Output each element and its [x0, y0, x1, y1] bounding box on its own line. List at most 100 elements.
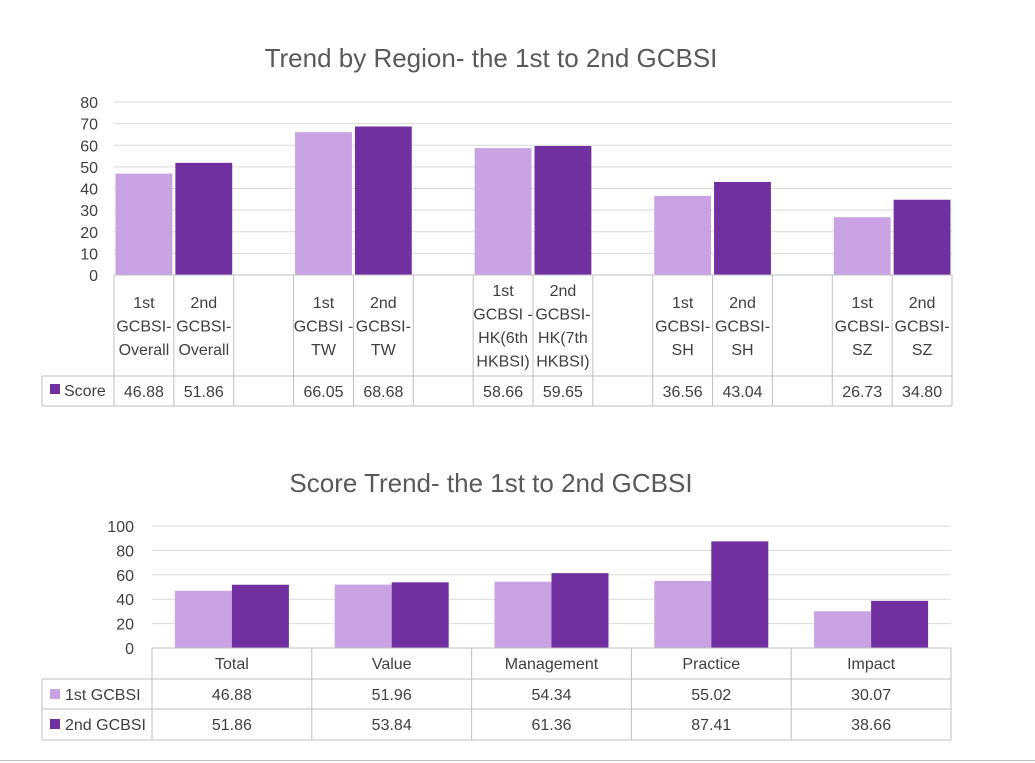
bar: [231, 584, 289, 648]
legend-label-series-1: 1st GCBSI: [65, 687, 141, 704]
y-tick-label: 70: [80, 117, 98, 134]
chart-title: Score Trend- the 1st to 2nd GCBSI: [289, 468, 692, 498]
legend-swatch-series-1: [50, 689, 60, 699]
y-tick-label: 20: [116, 617, 134, 634]
bar: [295, 132, 352, 275]
y-tick-label: 80: [80, 95, 98, 112]
legend-label-series-2: 2nd GCBSI: [65, 717, 146, 734]
category-label: 1st: [672, 295, 694, 312]
category-label: HKBSI): [476, 354, 529, 371]
y-tick-label: 40: [116, 592, 134, 609]
score-trend-chart: Score Trend- the 1st to 2nd GCBSI 0 20 40 60…: [41, 468, 952, 741]
data-label: 68.68: [363, 384, 403, 401]
y-tick-label: 80: [116, 543, 134, 560]
category-label: GCBSI-: [655, 319, 710, 336]
category-label: SZ: [852, 342, 873, 359]
category-label: Practice: [682, 656, 740, 673]
y-tick-label: 10: [80, 246, 98, 263]
category-label: Overall: [119, 342, 170, 359]
category-label: GCBSI-: [895, 319, 950, 336]
data-label: 43.04: [722, 384, 762, 401]
y-tick-label: 60: [80, 138, 98, 155]
bar: [833, 217, 891, 275]
category-label: GCBSI-: [116, 319, 171, 336]
category-label: 1st: [492, 283, 514, 300]
category-label: 2nd: [729, 295, 756, 312]
data-label: 34.80: [902, 384, 942, 401]
legend-swatch-series-2: [50, 719, 60, 729]
data-label: 46.88: [212, 687, 252, 704]
category-label: GCBSI-: [176, 319, 231, 336]
bar: [494, 581, 552, 648]
y-tick-label: 30: [80, 203, 98, 220]
category-label: SH: [731, 342, 753, 359]
category-label: 2nd: [550, 283, 577, 300]
data-label: 26.73: [842, 384, 882, 401]
data-label: 59.65: [543, 384, 583, 401]
legend-swatch-score: [50, 384, 60, 394]
y-tick-label: 100: [107, 519, 134, 536]
y-tick-label: 40: [80, 182, 98, 199]
bar: [814, 611, 872, 648]
category-label: GCBSI-: [535, 307, 590, 324]
category-label: GCBSI -: [473, 307, 533, 324]
category-label: SZ: [912, 342, 933, 359]
data-label: 61.36: [531, 717, 571, 734]
data-label: 51.86: [212, 717, 252, 734]
y-tick-label: 0: [89, 268, 98, 285]
category-label: GCBSI -: [294, 319, 354, 336]
data-label: 54.34: [531, 687, 571, 704]
category-label: 2nd: [190, 295, 217, 312]
bar: [551, 573, 609, 648]
y-tick-label: 0: [125, 641, 134, 658]
legend-label-score: Score: [64, 383, 106, 400]
category-label: TW: [371, 342, 397, 359]
data-label: 58.66: [483, 384, 523, 401]
data-label: 36.56: [663, 384, 703, 401]
category-label: GCBSI-: [715, 319, 770, 336]
data-label: 46.88: [124, 384, 164, 401]
page-bottom-rule: [0, 760, 1035, 761]
bar: [534, 146, 592, 275]
category-label: HK(7th: [538, 330, 588, 347]
category-label: Management: [505, 656, 599, 673]
category-label: 1st: [852, 295, 874, 312]
chart-title: Trend by Region- the 1st to 2nd GCBSI: [265, 43, 718, 73]
data-label: 51.96: [372, 687, 412, 704]
bar: [654, 580, 712, 648]
category-label: HK(6th: [478, 330, 528, 347]
data-label: 51.86: [184, 384, 224, 401]
category-label: SH: [672, 342, 694, 359]
bar: [174, 590, 232, 648]
region-trend-chart: Trend by Region- the 1st to 2nd GCBSI 0 10…: [41, 43, 953, 407]
y-tick-label: 60: [116, 568, 134, 585]
category-label: Value: [372, 656, 412, 673]
data-label: 53.84: [372, 717, 412, 734]
y-tick-label: 50: [80, 160, 98, 177]
category-label: TW: [311, 342, 337, 359]
category-label: HKBSI): [536, 354, 589, 371]
category-label: GCBSI-: [356, 319, 411, 336]
bar: [871, 600, 929, 648]
bar: [354, 126, 412, 276]
bar: [115, 173, 173, 275]
bar: [714, 181, 771, 275]
data-label: 38.66: [851, 717, 891, 734]
category-label: Total: [215, 656, 249, 673]
data-label: 87.41: [691, 717, 731, 734]
y-tick-label: 20: [80, 225, 98, 242]
data-label: 30.07: [851, 687, 891, 704]
bar: [175, 162, 233, 275]
bar: [474, 148, 532, 275]
bar: [893, 199, 951, 275]
category-label: 2nd: [909, 295, 936, 312]
bar: [711, 541, 769, 648]
category-label: Overall: [178, 342, 229, 359]
data-label: 55.02: [691, 687, 731, 704]
category-label: GCBSI-: [835, 319, 890, 336]
category-label: 1st: [133, 295, 155, 312]
bar: [391, 582, 449, 648]
category-label: 2nd: [370, 295, 397, 312]
category-label: Impact: [847, 656, 896, 673]
